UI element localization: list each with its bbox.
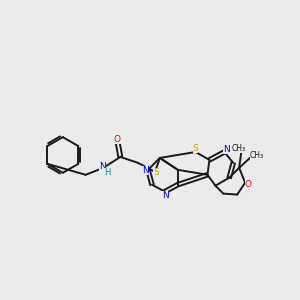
Text: N: N — [163, 191, 169, 200]
Text: N: N — [223, 145, 230, 154]
Text: O: O — [114, 135, 121, 144]
Text: O: O — [244, 180, 252, 189]
Text: S: S — [153, 168, 159, 177]
Text: CH₃: CH₃ — [250, 152, 264, 160]
Text: N: N — [99, 162, 106, 171]
Text: N: N — [142, 166, 148, 175]
Text: H: H — [104, 168, 111, 177]
Text: S: S — [193, 143, 198, 152]
Text: CH₃: CH₃ — [232, 143, 246, 152]
